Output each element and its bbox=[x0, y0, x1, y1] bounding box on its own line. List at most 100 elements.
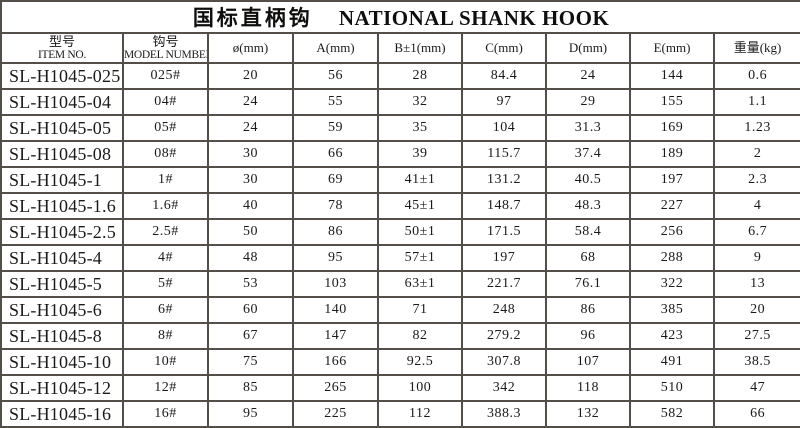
b-cell: 41±1 bbox=[377, 166, 463, 194]
e-cell: 227 bbox=[629, 192, 715, 220]
d-cell: 68 bbox=[545, 244, 631, 272]
d-cell: 48.3 bbox=[545, 192, 631, 220]
table-row: SL-H1045-4 4# 48 95 57±1 197 68 288 9 bbox=[0, 244, 800, 272]
table-body: SL-H1045-025 025# 20 56 28 84.4 24 144 0.6 SL-H10… bbox=[0, 62, 800, 428]
table-row: SL-H1045-05 05# 24 59 35 104 31.3 169 1.23 bbox=[0, 114, 800, 142]
weight-cell: 66 bbox=[712, 400, 800, 428]
a-cell: 66 bbox=[292, 140, 379, 168]
column-header-item-no-zh: 型号 bbox=[48, 33, 75, 49]
item-no-cell: SL-H1045-10 bbox=[0, 348, 124, 376]
model-number-cell: 10# bbox=[122, 348, 209, 376]
b-cell: 32 bbox=[377, 88, 463, 116]
diameter-cell: 53 bbox=[207, 270, 294, 298]
e-cell: 144 bbox=[629, 62, 715, 90]
diameter-cell: 95 bbox=[207, 400, 294, 428]
table-row: SL-H1045-16 16# 95 225 112 388.3 132 582 66 bbox=[0, 400, 800, 428]
d-cell: 118 bbox=[545, 374, 631, 402]
a-cell: 166 bbox=[292, 348, 379, 376]
table-title-en: NATIONAL SHANK HOOK bbox=[338, 6, 610, 30]
b-cell: 35 bbox=[377, 114, 463, 142]
model-number-cell: 1.6# bbox=[122, 192, 209, 220]
table-row: SL-H1045-5 5# 53 103 63±1 221.7 76.1 322 13 bbox=[0, 270, 800, 298]
column-header-d: D(mm) bbox=[545, 32, 631, 64]
column-header-weight: 重量(kg) bbox=[712, 32, 800, 64]
d-cell: 29 bbox=[545, 88, 631, 116]
weight-cell: 27.5 bbox=[712, 322, 800, 350]
weight-cell: 6.7 bbox=[712, 218, 800, 246]
weight-cell: 47 bbox=[712, 374, 800, 402]
table-row: SL-H1045-2.5 2.5# 50 86 50±1 171.5 58.4 256 6.7 bbox=[0, 218, 800, 246]
weight-cell: 0.6 bbox=[712, 62, 800, 90]
a-cell: 95 bbox=[292, 244, 379, 272]
table-row: SL-H1045-8 8# 67 147 82 279.2 96 423 27.5 bbox=[0, 322, 800, 350]
item-no-cell: SL-H1045-5 bbox=[0, 270, 124, 298]
e-cell: 169 bbox=[629, 114, 715, 142]
c-cell: 148.7 bbox=[461, 192, 547, 220]
column-header-a: A(mm) bbox=[292, 32, 379, 64]
column-header-e: E(mm) bbox=[629, 32, 715, 64]
model-number-cell: 04# bbox=[122, 88, 209, 116]
weight-cell: 38.5 bbox=[712, 348, 800, 376]
column-header-item-no: 型号 ITEM NO. bbox=[0, 32, 124, 64]
model-number-cell: 8# bbox=[122, 322, 209, 350]
diameter-cell: 30 bbox=[207, 166, 294, 194]
weight-cell: 9 bbox=[712, 244, 800, 272]
table-row: SL-H1045-04 04# 24 55 32 97 29 155 1.1 bbox=[0, 88, 800, 116]
item-no-cell: SL-H1045-05 bbox=[0, 114, 124, 142]
diameter-cell: 75 bbox=[207, 348, 294, 376]
item-no-cell: SL-H1045-025 bbox=[0, 62, 124, 90]
e-cell: 189 bbox=[629, 140, 715, 168]
e-cell: 385 bbox=[629, 296, 715, 324]
diameter-cell: 40 bbox=[207, 192, 294, 220]
a-cell: 225 bbox=[292, 400, 379, 428]
e-cell: 582 bbox=[629, 400, 715, 428]
a-cell: 86 bbox=[292, 218, 379, 246]
diameter-cell: 48 bbox=[207, 244, 294, 272]
a-cell: 55 bbox=[292, 88, 379, 116]
c-cell: 388.3 bbox=[461, 400, 547, 428]
c-cell: 115.7 bbox=[461, 140, 547, 168]
column-header-diameter: ø(mm) bbox=[207, 32, 294, 64]
c-cell: 171.5 bbox=[461, 218, 547, 246]
c-cell: 307.8 bbox=[461, 348, 547, 376]
a-cell: 56 bbox=[292, 62, 379, 90]
item-no-cell: SL-H1045-04 bbox=[0, 88, 124, 116]
c-cell: 131.2 bbox=[461, 166, 547, 194]
a-cell: 265 bbox=[292, 374, 379, 402]
diameter-cell: 50 bbox=[207, 218, 294, 246]
d-cell: 76.1 bbox=[545, 270, 631, 298]
table-row: SL-H1045-1.6 1.6# 40 78 45±1 148.7 48.3 227 4 bbox=[0, 192, 800, 220]
item-no-cell: SL-H1045-08 bbox=[0, 140, 124, 168]
b-cell: 57±1 bbox=[377, 244, 463, 272]
a-cell: 69 bbox=[292, 166, 379, 194]
model-number-cell: 5# bbox=[122, 270, 209, 298]
header-row: 型号 ITEM NO. 钩号 MODEL NUMBER ø(mm) A(mm) … bbox=[0, 32, 800, 64]
weight-cell: 2 bbox=[712, 140, 800, 168]
a-cell: 59 bbox=[292, 114, 379, 142]
table-row: SL-H1045-6 6# 60 140 71 248 86 385 20 bbox=[0, 296, 800, 324]
table-row: SL-H1045-10 10# 75 166 92.5 307.8 107 491 38.5 bbox=[0, 348, 800, 376]
model-number-cell: 08# bbox=[122, 140, 209, 168]
table-row: SL-H1045-12 12# 85 265 100 342 118 510 47 bbox=[0, 374, 800, 402]
e-cell: 256 bbox=[629, 218, 715, 246]
a-cell: 78 bbox=[292, 192, 379, 220]
diameter-cell: 24 bbox=[207, 114, 294, 142]
d-cell: 31.3 bbox=[545, 114, 631, 142]
table-row: SL-H1045-025 025# 20 56 28 84.4 24 144 0.6 bbox=[0, 62, 800, 90]
model-number-cell: 1# bbox=[122, 166, 209, 194]
e-cell: 155 bbox=[629, 88, 715, 116]
column-header-item-no-en: ITEM NO. bbox=[37, 48, 87, 61]
b-cell: 100 bbox=[377, 374, 463, 402]
diameter-cell: 67 bbox=[207, 322, 294, 350]
item-no-cell: SL-H1045-1.6 bbox=[0, 192, 124, 220]
b-cell: 45±1 bbox=[377, 192, 463, 220]
e-cell: 197 bbox=[629, 166, 715, 194]
column-header-model-number-zh: 钩号 bbox=[152, 33, 179, 49]
a-cell: 103 bbox=[292, 270, 379, 298]
model-number-cell: 025# bbox=[122, 62, 209, 90]
e-cell: 423 bbox=[629, 322, 715, 350]
column-header-model-number-en: MODEL NUMBER bbox=[124, 48, 208, 61]
model-number-cell: 16# bbox=[122, 400, 209, 428]
table-row: SL-H1045-1 1# 30 69 41±1 131.2 40.5 197 2.3 bbox=[0, 166, 800, 194]
weight-cell: 1.1 bbox=[712, 88, 800, 116]
